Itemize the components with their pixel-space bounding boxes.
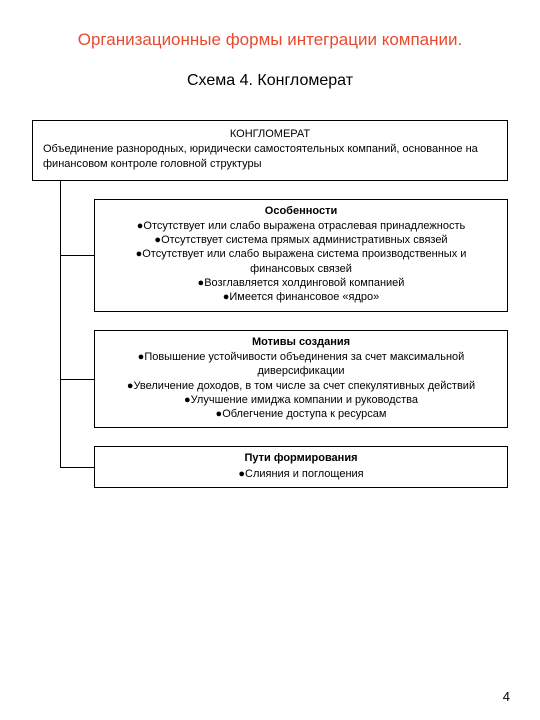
child-item: ●Отсутствует или слабо выражена отраслев… <box>103 219 499 233</box>
child-box-2: Пути формирования ●Слияния и поглощения <box>94 446 508 488</box>
diagram-subtitle: Схема 4. Конгломерат <box>28 72 512 90</box>
child-item: ●Имеется финансовое «ядро» <box>103 290 499 304</box>
child-item: ●Увеличение доходов, в том числе за счет… <box>103 379 499 393</box>
child-title: Мотивы создания <box>103 335 499 349</box>
child-item: ●Отсутствует система прямых администрати… <box>103 233 499 247</box>
child-item: ●Слияния и поглощения <box>103 467 499 481</box>
main-definition-box: КОНГЛОМЕРАТ Объединение разнородных, юри… <box>32 120 508 181</box>
main-box-title: КОНГЛОМЕРАТ <box>43 127 497 142</box>
tree-connector <box>60 467 94 468</box>
child-box-1: Мотивы создания●Повышение устойчивости о… <box>94 330 508 429</box>
child-item: ●Улучшение имиджа компании и руководства <box>103 393 499 407</box>
tree-vertical-line <box>60 181 61 468</box>
tree-area: Особенности●Отсутствует или слабо выраже… <box>32 181 508 488</box>
child-item: ●Отсутствует или слабо выражена система … <box>103 247 499 276</box>
tree-connector <box>60 379 94 380</box>
child-title: Особенности <box>103 204 499 218</box>
child-item: ●Возглавляется холдинговой компанией <box>103 276 499 290</box>
main-box-description: Объединение разнородных, юридически само… <box>43 142 497 172</box>
page-number: 4 <box>503 689 510 704</box>
page-title: Организационные формы интеграции компани… <box>28 30 512 50</box>
child-title: Пути формирования <box>103 451 499 465</box>
child-item: ●Повышение устойчивости объединения за с… <box>103 350 499 379</box>
child-box-0: Особенности●Отсутствует или слабо выраже… <box>94 199 508 312</box>
tree-connector <box>60 255 94 256</box>
child-item: ●Облегчение доступа к ресурсам <box>103 407 499 421</box>
